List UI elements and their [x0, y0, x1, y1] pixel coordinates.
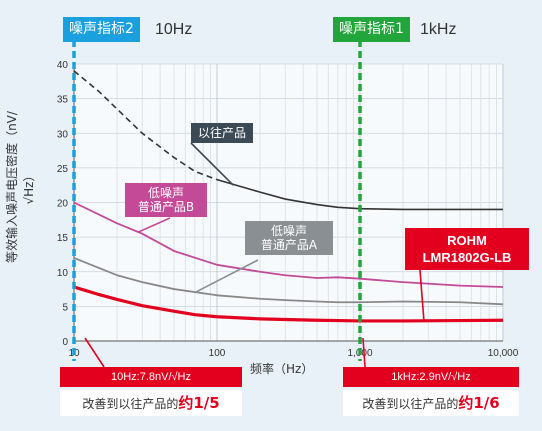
y-tick-label: 25 [57, 164, 69, 175]
leader-conventional [190, 142, 234, 186]
marker2-freq: 10Hz [155, 21, 193, 38]
series-line-conventional-dashed [73, 70, 218, 181]
y-tick-label: 10 [57, 268, 69, 279]
x-tick-label: 10,000 [488, 348, 519, 359]
series-line-1 [73, 201, 504, 288]
callout-low-noise-b: 低噪声 普通产品B [125, 183, 207, 217]
callout-low-noise-a: 低噪声 普通产品A [245, 221, 333, 255]
x-tick-label: 100 [209, 348, 226, 359]
y-tick-label: 30 [57, 129, 69, 140]
marker2-tag: 噪声指标2 [63, 17, 140, 42]
result-10hz-prefix: 改善到以往产品的 [82, 397, 179, 411]
result-1khz-ratio: 约1/6 [458, 394, 500, 412]
result-1khz-improve: 改善到以往产品的约1/6 [343, 390, 519, 416]
callout-rohm: ROHM LMR1802G-LB [405, 228, 529, 270]
leader-low-noise-a [194, 259, 259, 294]
y-tick-label: 40 [57, 60, 69, 71]
result-10hz-improve: 改善到以往产品的约1/5 [60, 390, 242, 416]
series-line-2 [73, 257, 504, 306]
leader-rohm [419, 269, 425, 321]
callout-rohm-line1: ROHM [447, 233, 487, 248]
x-axis-title: 频率（Hz） [250, 362, 314, 376]
series-line-3 [73, 285, 504, 323]
callout-low-noise-a-line2: 普通产品A [260, 238, 318, 252]
callout-low-noise-b-line2: 普通产品B [137, 200, 195, 214]
leader-low-noise-b [137, 217, 171, 234]
leader-result-10hz [84, 337, 105, 368]
result-1khz-value: 1kHz:2.9nV/√Hz [343, 367, 519, 387]
callout-conventional: 以往产品 [191, 123, 254, 143]
y-tick-label: 5 [62, 302, 68, 313]
leader-result-1khz [362, 337, 366, 368]
marker1-tag: 噪声指标1 [333, 17, 410, 42]
marker1-freq: 1kHz [420, 21, 457, 38]
result-1khz-prefix: 改善到以往产品的 [362, 397, 459, 411]
callout-rohm-line2: LMR1802G-LB [422, 250, 512, 265]
callout-low-noise-b-line1: 低噪声 [147, 186, 184, 200]
result-10hz-ratio: 约1/5 [178, 394, 220, 412]
result-10hz-value: 10Hz:7.8nV/√Hz [60, 367, 242, 387]
y-tick-label: 35 [57, 95, 69, 106]
series-line-conventional [216, 178, 503, 211]
y-axis-title: 等效输入噪声电压密度（nV/√Hz） [5, 111, 36, 263]
y-tick-label: 0 [62, 337, 68, 348]
callout-low-noise-a-line1: 低噪声 [270, 224, 307, 238]
y-tick-label: 20 [57, 199, 69, 210]
y-tick-label: 15 [57, 233, 69, 244]
